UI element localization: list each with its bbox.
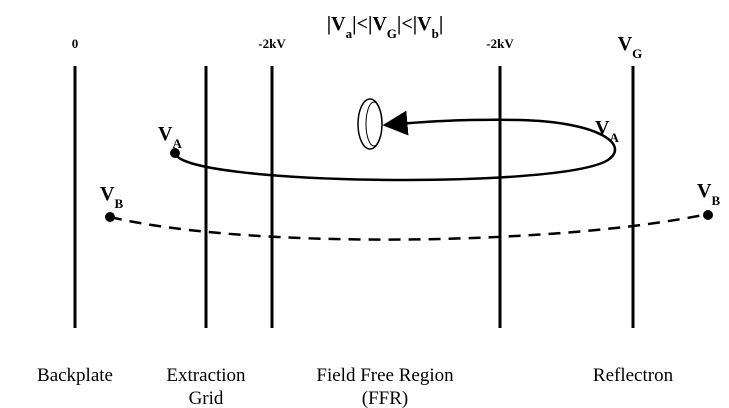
subscript: b [432,26,439,41]
potential-label: 0 [72,36,79,51]
ion-dot [170,148,180,158]
potential-label: -2kV [486,36,514,51]
subscript: A [172,136,182,151]
text-part: V [697,180,712,202]
text-part: V [595,117,610,139]
condition: |Va|<|VG|<|Vb| [327,13,443,41]
text-part: V [100,183,115,205]
detector-face [365,101,383,147]
subscript: B [711,193,720,208]
ion-label: VB [697,180,720,208]
region-label: Field Free Region [316,365,454,386]
ion-label: VB [100,183,123,211]
ion-dot [703,210,713,220]
subscript: G [632,46,642,61]
ion-label: VA [595,117,619,145]
text-part: V [158,123,173,145]
ion-a-path [173,110,617,182]
region-label: (FFR) [362,388,408,408]
potential-label: VG [618,33,643,61]
subscript: A [609,130,619,145]
electrodes [73,66,635,328]
region-label: Backplate [37,365,113,386]
region-label: Extraction [166,365,246,386]
text-part: V [618,33,633,55]
text-part: |<|V [397,13,432,35]
ion-dot [105,212,115,222]
ion-b-path [109,212,709,241]
subscript: B [114,196,123,211]
potential-label: -2kV [258,36,286,51]
region-label: Reflectron [593,365,674,386]
subscript: a [346,26,353,41]
text-part: | [439,13,443,35]
subscript: G [387,26,397,41]
text-part: |V [327,13,346,35]
region-label: Grid [189,388,224,408]
text-part: |<|V [352,13,387,35]
ion-label: VA [158,123,182,151]
